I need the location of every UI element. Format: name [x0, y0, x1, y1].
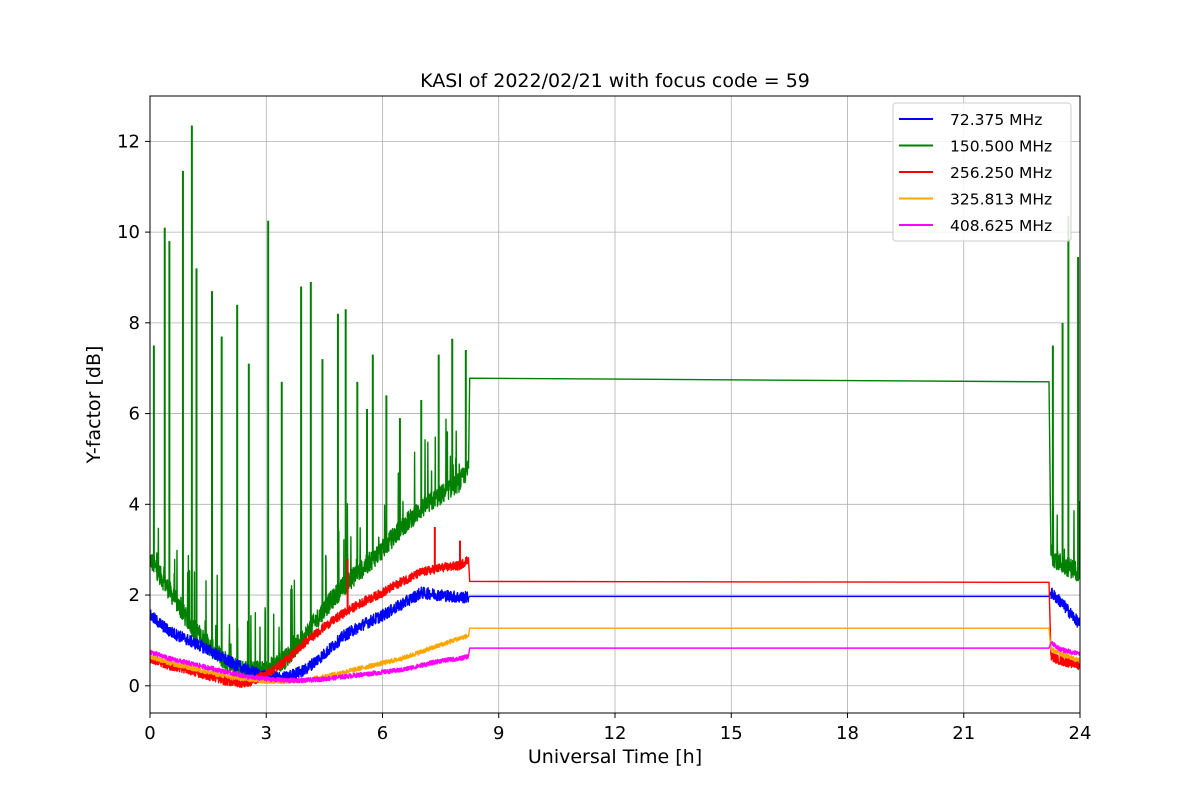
y-axis-label: Y-factor [dB] — [83, 346, 105, 465]
x-tick-label: 0 — [144, 723, 155, 744]
legend-label: 72.375 MHz — [950, 111, 1042, 129]
series-0 — [149, 586, 1081, 684]
series-line — [149, 640, 1081, 684]
legend-box — [892, 102, 1072, 242]
x-tick-label: 21 — [952, 723, 975, 744]
series-4 — [149, 640, 1081, 684]
y-tick-label: 4 — [129, 494, 140, 515]
x-tick-label: 3 — [261, 723, 272, 744]
y-tick-label: 8 — [129, 313, 140, 334]
series-line — [149, 377, 1081, 682]
x-tick-label: 24 — [1069, 723, 1092, 744]
legend: 72.375 MHz 150.500 MHz 256.250 MHz 325.813 … — [892, 102, 1072, 242]
x-tick-label: 15 — [720, 723, 743, 744]
y-tick-label: 10 — [117, 222, 140, 243]
y-tick-label: 6 — [129, 404, 140, 425]
series-1 — [149, 125, 1081, 682]
x-tick-label: 6 — [377, 723, 388, 744]
series-line — [149, 586, 1081, 684]
legend-label: 256.250 MHz — [950, 164, 1052, 182]
y-tick-label: 0 — [129, 676, 140, 697]
legend-label: 150.500 MHz — [950, 138, 1052, 156]
y-tick-label: 2 — [129, 585, 140, 606]
x-tick-label: 18 — [836, 723, 859, 744]
x-tick-label: 12 — [604, 723, 627, 744]
legend-label: 325.813 MHz — [950, 191, 1052, 209]
chart-title: KASI of 2022/02/21 with focus code = 59 — [420, 70, 810, 92]
y-tick-label: 12 — [117, 131, 140, 152]
legend-label: 408.625 MHz — [950, 217, 1052, 235]
series-layer — [149, 125, 1081, 689]
x-axis-label: Universal Time [h] — [528, 746, 702, 768]
x-tick-label: 9 — [493, 723, 504, 744]
